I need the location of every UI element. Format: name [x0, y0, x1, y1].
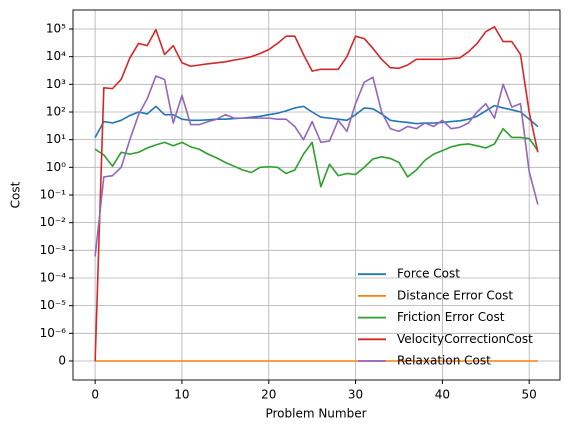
y-tick-label: 10⁻¹	[40, 187, 67, 201]
legend-label: VelocityCorrectionCost	[397, 332, 533, 346]
line	[94, 26, 539, 362]
y-tick-label: 10⁻²	[40, 215, 67, 229]
line	[94, 104, 539, 138]
y-tick-label: 10⁻⁵	[40, 298, 67, 312]
legend-label: Force Cost	[397, 267, 460, 281]
x-tick-label: 50	[522, 388, 537, 402]
legend-label: Friction Error Cost	[397, 310, 505, 324]
y-tick-label: 10⁻⁴	[40, 270, 67, 284]
x-tick-label: 20	[261, 388, 276, 402]
y-tick-label: 10²	[46, 104, 66, 118]
x-tick-label: 10	[174, 388, 189, 402]
y-tick-label: 10¹	[46, 132, 66, 146]
x-axis-label: Problem Number	[265, 407, 366, 421]
y-tick-label: 0	[58, 353, 66, 367]
legend-label: Distance Error Cost	[397, 288, 513, 302]
line	[94, 127, 539, 188]
legend-label: Relaxation Cost	[397, 354, 491, 368]
y-tick-label: 10⁴	[46, 49, 66, 63]
y-tick-label: 10⁰	[46, 160, 66, 174]
y-tick-label: 10³	[46, 77, 66, 91]
x-tick-label: 0	[91, 388, 99, 402]
y-tick-label: 10⁻³	[40, 243, 67, 257]
line	[94, 75, 539, 257]
y-tick-label: 10⁵	[46, 21, 66, 35]
x-tick-label: 30	[348, 388, 363, 402]
plot-frame	[72, 9, 561, 381]
y-axis-label: Cost	[9, 181, 23, 208]
x-tick-label: 40	[435, 388, 450, 402]
y-tick-label: 10⁻⁶	[40, 326, 67, 340]
